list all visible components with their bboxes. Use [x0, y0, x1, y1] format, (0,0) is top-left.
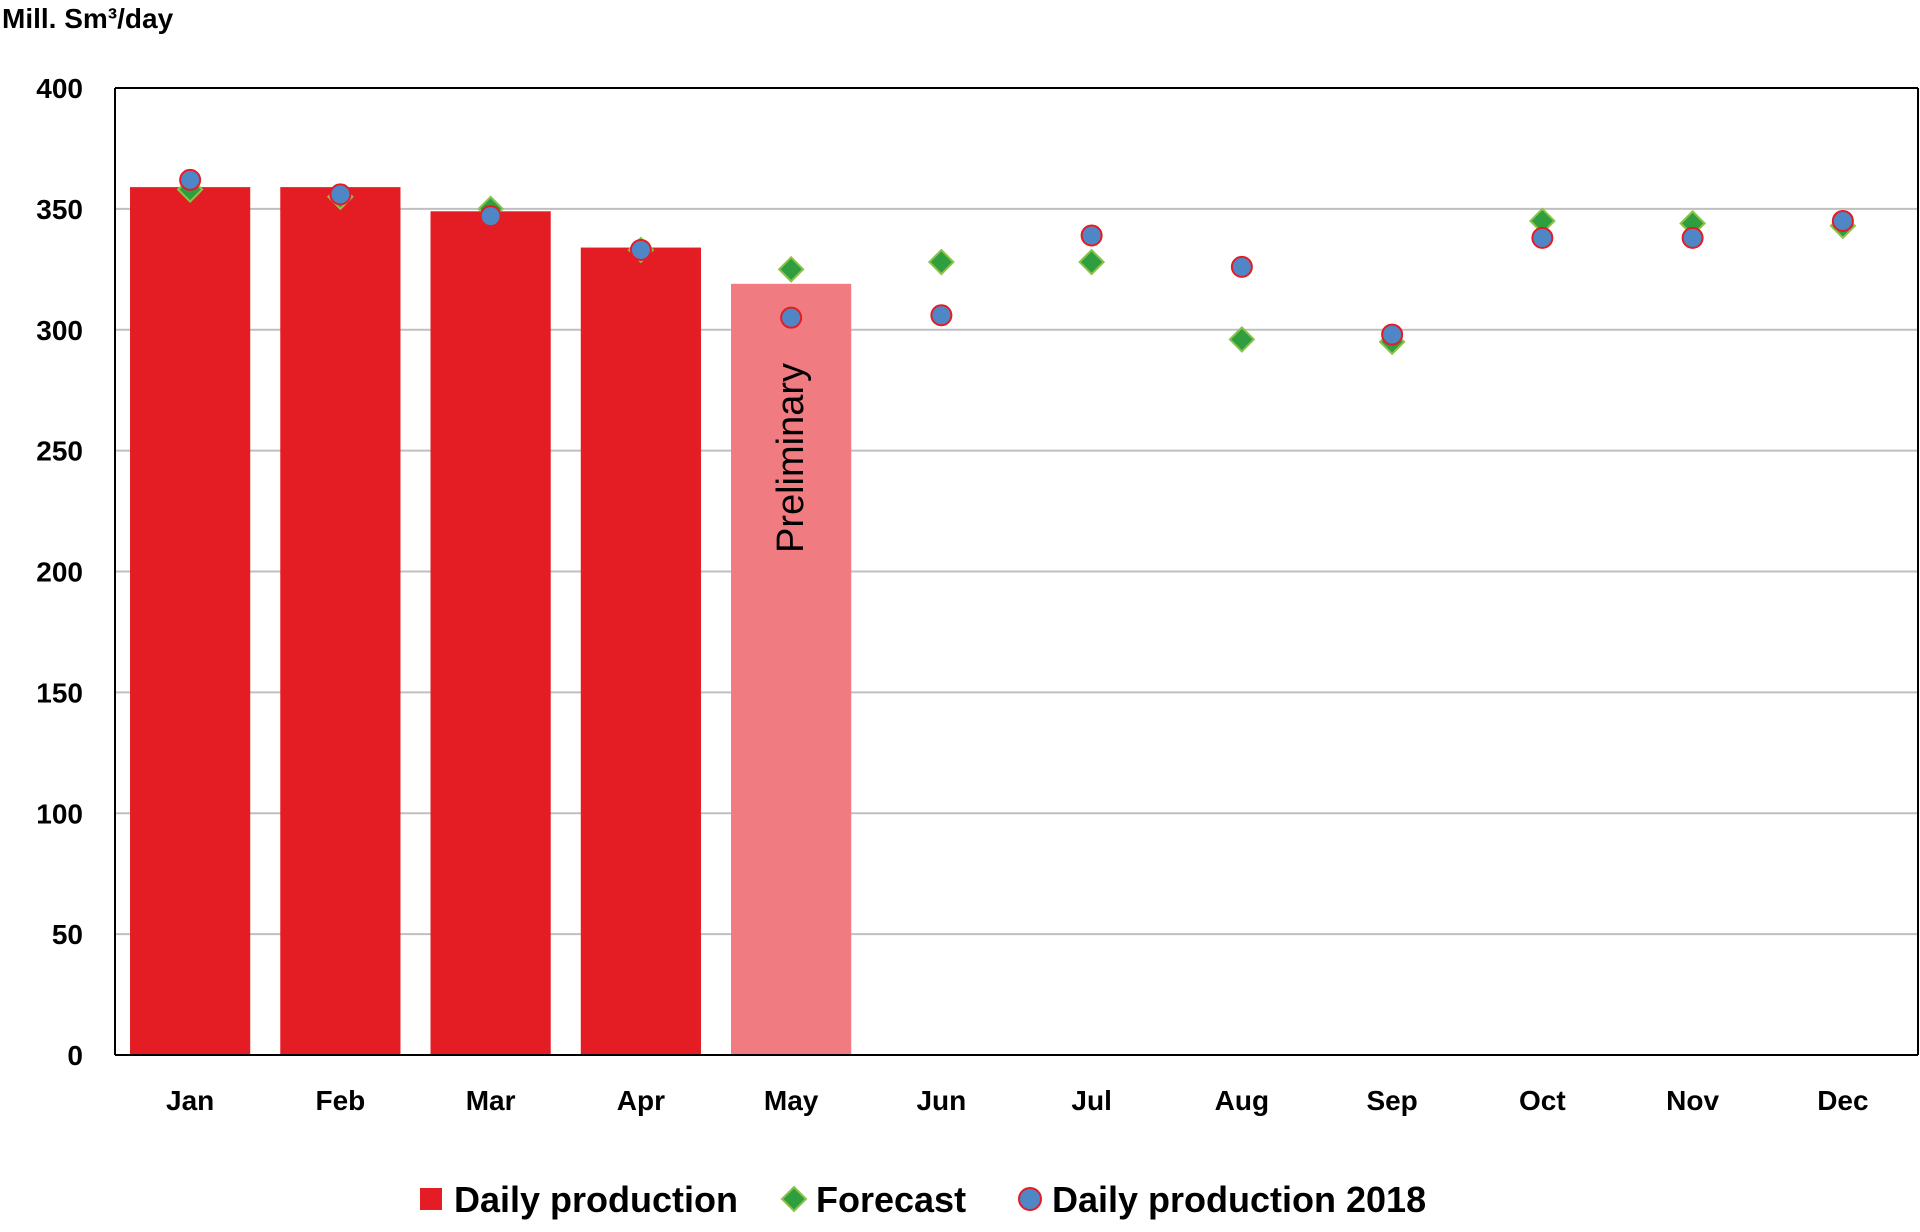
y-tick-labels: 0 50 100 150 200 250 300 350 400	[36, 73, 83, 1071]
legend-item: Daily production 2018	[1018, 1179, 1426, 1220]
production-2018-point	[179, 168, 202, 191]
y-tick-label: 200	[36, 557, 83, 588]
legend-label: Forecast	[816, 1179, 966, 1220]
x-tick-label: Feb	[315, 1085, 365, 1116]
bar-series: Preliminary	[130, 187, 852, 1056]
legend-item: Forecast	[780, 1179, 966, 1220]
legend-swatch-circle	[1018, 1187, 1042, 1211]
y-tick-label: 300	[36, 315, 83, 346]
x-tick-label: Nov	[1666, 1085, 1719, 1116]
production-2018-point	[329, 183, 352, 206]
x-tick-label: Dec	[1817, 1085, 1868, 1116]
legend-item: Daily production	[420, 1179, 738, 1220]
forecast-point	[1228, 326, 1256, 353]
y-tick-label: 100	[36, 798, 83, 829]
bar	[580, 247, 701, 1055]
x-tick-label: Mar	[466, 1085, 516, 1116]
x-tick-labels: Jan Feb Mar Apr May Jun Jul Aug Sep Oct Nov Dec	[166, 1085, 1869, 1116]
legend-swatch-diamond	[780, 1185, 808, 1213]
production-2018-point	[1080, 224, 1103, 247]
axes	[114, 87, 1919, 1056]
legend-swatch-bar	[420, 1188, 442, 1210]
y-tick-label: 250	[36, 436, 83, 467]
y-tick-label: 0	[67, 1040, 83, 1071]
x-tick-label: Apr	[617, 1085, 665, 1116]
bar	[130, 187, 251, 1055]
bar	[280, 187, 401, 1055]
x-tick-label: Sep	[1366, 1085, 1417, 1116]
production-2018-point	[1831, 209, 1854, 232]
y-tick-label: 150	[36, 677, 83, 708]
legend-label: Daily production	[454, 1179, 738, 1220]
production-2018-point	[1681, 226, 1704, 249]
x-tick-label: Aug	[1215, 1085, 1269, 1116]
gridlines	[115, 87, 1918, 936]
y-axis-title: Mill. Sm³/day	[2, 3, 174, 34]
forecast-point	[777, 255, 805, 283]
production-2018-point	[780, 306, 803, 329]
forecast-point	[1078, 248, 1106, 276]
x-tick-label: Jun	[916, 1085, 966, 1116]
preliminary-label: Preliminary	[770, 363, 812, 553]
production-2018-point	[1230, 255, 1253, 278]
y-tick-label: 350	[36, 194, 83, 225]
production-2018-point	[1531, 226, 1554, 249]
x-tick-label: Jul	[1071, 1085, 1111, 1116]
legend-label: Daily production 2018	[1052, 1179, 1426, 1220]
bar	[430, 211, 551, 1056]
y-tick-label: 400	[36, 73, 83, 104]
forecast-point	[927, 248, 955, 276]
x-tick-label: May	[764, 1085, 819, 1116]
y-tick-label: 50	[52, 919, 83, 950]
x-tick-label: Oct	[1519, 1085, 1566, 1116]
production-2018-point	[1381, 323, 1404, 346]
production-2018-point	[479, 205, 502, 228]
production-2018-point	[930, 304, 953, 327]
bar-preliminary	[731, 283, 852, 1055]
x-tick-label: Jan	[166, 1085, 214, 1116]
marker-series	[176, 168, 1857, 356]
legend: Daily production Forecast Daily production…	[420, 1179, 1426, 1220]
production-2018-point	[629, 238, 652, 261]
